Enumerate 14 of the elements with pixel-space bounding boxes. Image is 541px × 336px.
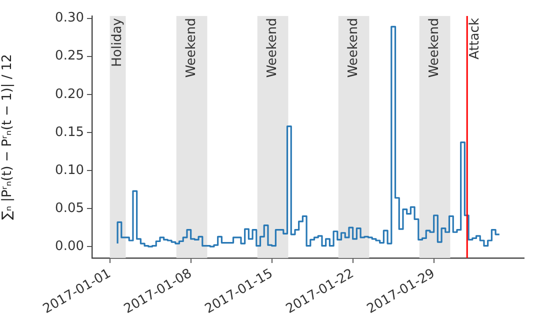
band-label: Weekend [184, 18, 200, 78]
y-tick-label: 0.05 [55, 200, 84, 216]
y-tick-label: 0.20 [55, 86, 84, 102]
y-axis-title: ∑ₙ |Pʳₙ(t) − Pʳₙ(t − 1)| / 12 [0, 54, 16, 220]
y-tick-label: 0.10 [55, 162, 84, 178]
ref-line-label: Attack [467, 18, 482, 60]
band-label: Holiday [110, 18, 126, 67]
band-label: Weekend [265, 18, 280, 78]
band-label: Weekend [346, 18, 362, 78]
y-tick-label: 0.00 [55, 238, 84, 254]
y-tick-label: 0.15 [55, 124, 84, 140]
y-tick-label: 0.25 [55, 48, 84, 64]
band-label: Weekend [427, 18, 442, 78]
y-tick-label: 0.30 [55, 10, 84, 26]
